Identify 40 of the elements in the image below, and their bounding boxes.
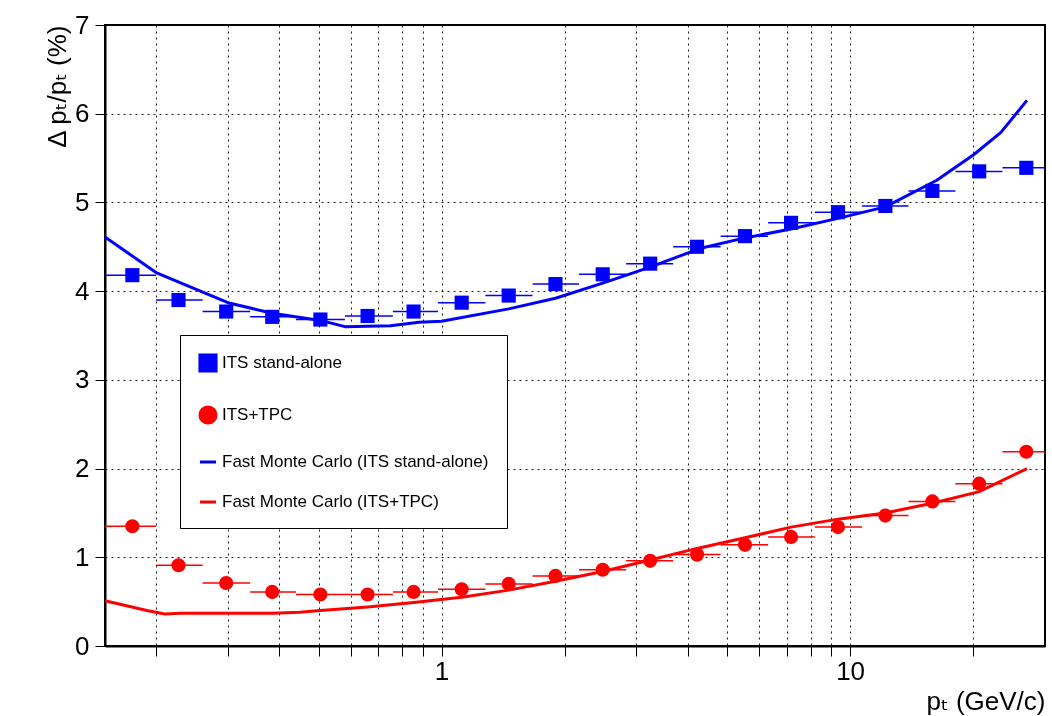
legend-label: ITS+TPC [222,405,293,424]
y-tick-label: 3 [75,364,90,395]
point [360,308,375,324]
y-tick-label: 4 [75,275,90,306]
point [125,268,140,283]
y-tick-label: 5 [75,186,90,217]
y-axis-title: Δ pₜ/pₜ (%) [42,25,73,148]
y-tick-label: 6 [75,98,90,129]
legend-label: Fast Monte Carlo (ITS+TPC) [222,492,439,511]
point [1019,444,1034,459]
y-tick-label: 2 [75,453,90,484]
point [501,288,516,303]
point [925,183,940,198]
point [171,558,186,573]
point [548,276,563,292]
point [406,304,421,319]
legend-label: Fast Monte Carlo (ITS stand-alone) [222,452,489,471]
point [972,476,987,491]
y-tick-label: 0 [75,630,90,661]
x-tick-label: 10 [836,655,866,686]
point [360,587,375,602]
point [406,584,421,599]
point [125,519,140,534]
point [595,267,610,282]
point [313,587,328,602]
point [454,582,469,597]
point [830,520,846,535]
point [737,537,753,552]
legend-label: ITS stand-alone [222,353,343,372]
point [972,164,987,179]
point [454,295,469,310]
point [171,292,186,308]
x-axis-title: pₜ (GeV/c) [926,685,1046,716]
point [219,304,234,319]
y-tick-label: 1 [75,541,90,572]
y-tick-label: 7 [75,9,90,40]
point [265,584,280,599]
point [219,575,234,591]
point [1019,160,1034,175]
point [784,529,799,544]
